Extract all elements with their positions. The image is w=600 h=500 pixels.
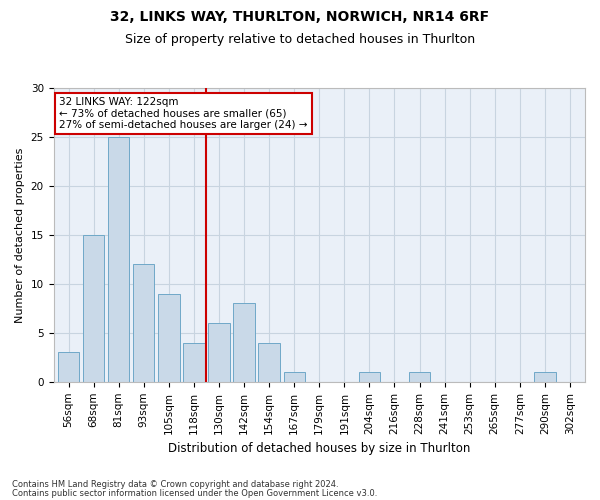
Text: Contains HM Land Registry data © Crown copyright and database right 2024.: Contains HM Land Registry data © Crown c…	[12, 480, 338, 489]
Bar	[359, 372, 380, 382]
Bar	[83, 235, 104, 382]
Bar	[208, 323, 230, 382]
Bar	[58, 352, 79, 382]
Y-axis label: Number of detached properties: Number of detached properties	[15, 147, 25, 322]
Text: 32, LINKS WAY, THURLTON, NORWICH, NR14 6RF: 32, LINKS WAY, THURLTON, NORWICH, NR14 6…	[110, 10, 490, 24]
Text: Contains public sector information licensed under the Open Government Licence v3: Contains public sector information licen…	[12, 488, 377, 498]
Bar	[158, 294, 179, 382]
Text: 32 LINKS WAY: 122sqm
← 73% of detached houses are smaller (65)
27% of semi-detac: 32 LINKS WAY: 122sqm ← 73% of detached h…	[59, 97, 307, 130]
Bar	[259, 342, 280, 382]
Bar	[233, 304, 255, 382]
Bar	[133, 264, 154, 382]
Bar	[409, 372, 430, 382]
X-axis label: Distribution of detached houses by size in Thurlton: Distribution of detached houses by size …	[168, 442, 470, 455]
Text: Size of property relative to detached houses in Thurlton: Size of property relative to detached ho…	[125, 32, 475, 46]
Bar	[284, 372, 305, 382]
Bar	[183, 342, 205, 382]
Bar	[534, 372, 556, 382]
Bar	[108, 137, 130, 382]
